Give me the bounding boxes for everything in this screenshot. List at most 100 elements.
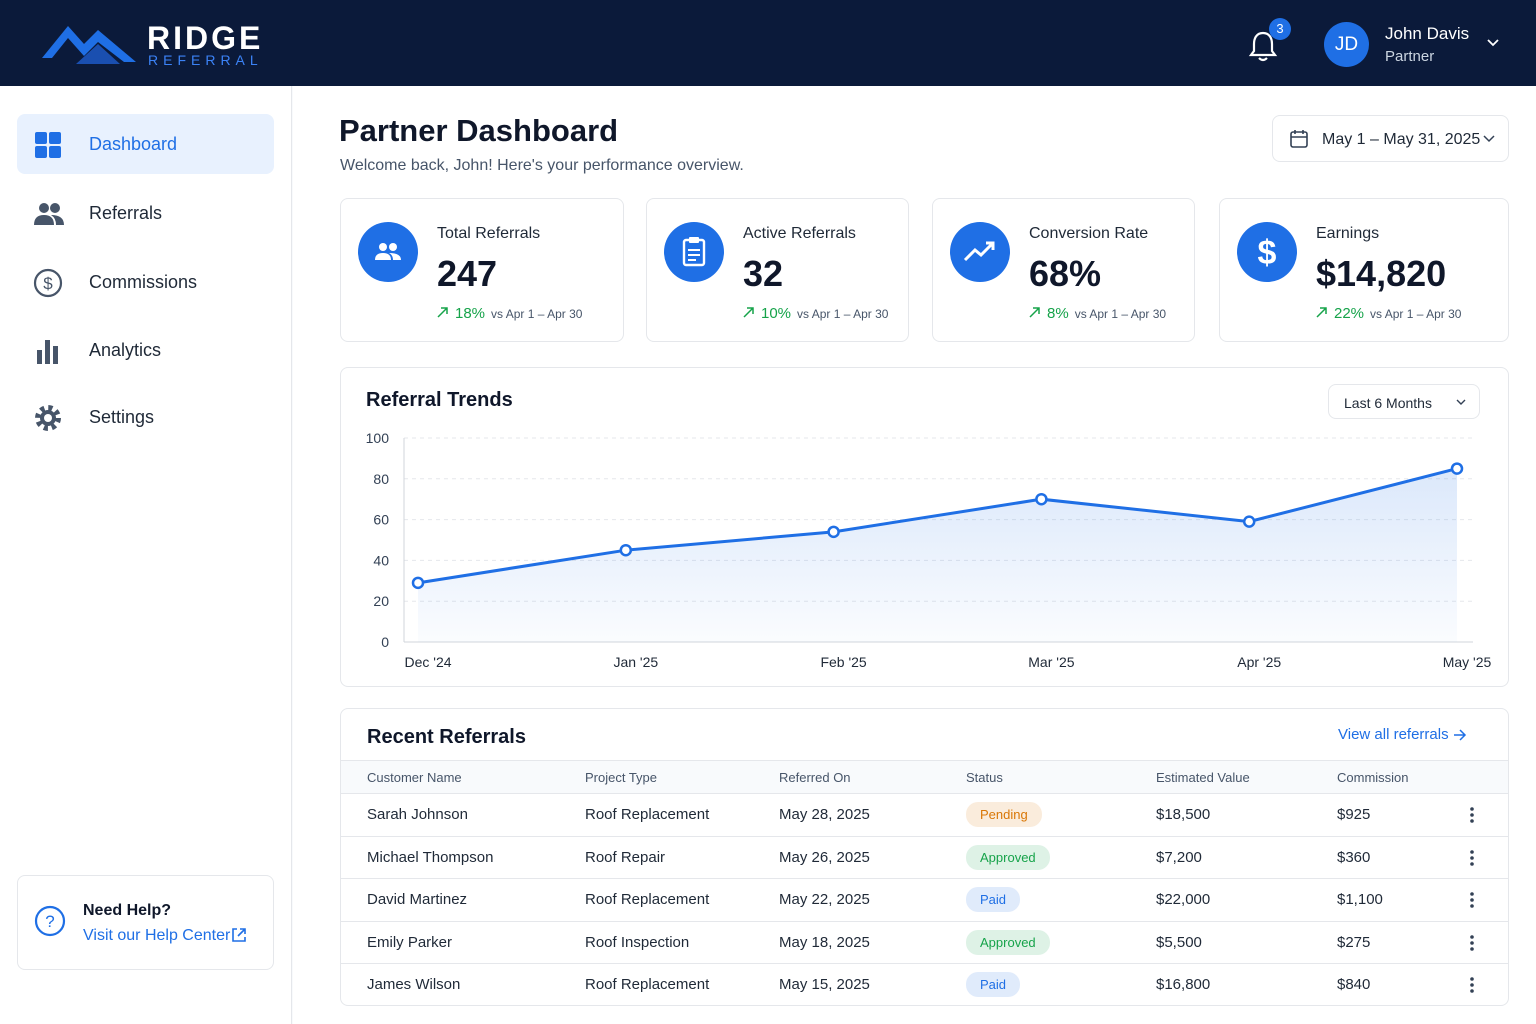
top-bar: RIDGE REFERRAL 3 JD John Davis Partner (0, 0, 1536, 86)
view-all-link[interactable]: View all referrals (1338, 726, 1449, 743)
kpi-change-value: 22% (1334, 305, 1365, 322)
kpi-label: Earnings (1316, 225, 1380, 242)
row-menu[interactable] (1466, 891, 1478, 914)
trend-arrow (1316, 307, 1327, 318)
y-tick-label: 60 (373, 512, 389, 528)
trend-arrow (1029, 307, 1040, 318)
kpi-glyph: $ (1258, 234, 1277, 272)
kpi-change-value: 18% (455, 305, 486, 322)
table-header (341, 760, 1508, 794)
data-point (1035, 492, 1048, 506)
table-cell: $275 (1337, 933, 1371, 951)
table-cell: $840 (1337, 976, 1371, 994)
area (418, 468, 1457, 642)
kpi-icon: $ (1237, 222, 1297, 282)
data-point (411, 576, 425, 590)
external-link-icon (232, 928, 246, 942)
nav-label: Referrals (89, 203, 163, 223)
kebab-icon (1470, 807, 1474, 823)
kpi-label: Total Referrals (437, 225, 541, 242)
avatar[interactable]: JD (1324, 22, 1369, 67)
help-title: Need Help? (83, 902, 172, 919)
x-tick-label: Jan '25 (613, 654, 658, 670)
row-menu[interactable] (1466, 806, 1478, 829)
table-cell: $7,200 (1156, 848, 1202, 866)
kebab-icon (1470, 934, 1474, 951)
kpi-comparison: vs Apr 1 – Apr 30 (1370, 307, 1462, 321)
svg-text:$: $ (1258, 234, 1277, 272)
line (417, 467, 1458, 585)
svg-text:$: $ (43, 274, 53, 293)
table-cell: Michael Thompson (367, 848, 494, 866)
nav-item[interactable]: $ Commissions (17, 252, 274, 312)
trend-arrow (437, 307, 448, 318)
date-range-picker[interactable]: May 1 – May 31, 2025 (1272, 115, 1509, 162)
status-pill: Approved (966, 929, 1050, 955)
kpi-change: 22% vs Apr 1 – Apr 30 (1316, 305, 1461, 322)
nav-label: Commissions (89, 272, 198, 292)
bell-icon[interactable] (1248, 30, 1278, 62)
nav-item[interactable]: Referrals (17, 183, 274, 243)
table-cell: $925 (1337, 806, 1371, 823)
period-filter[interactable]: Last 6 Months (1328, 384, 1480, 419)
row-menu[interactable] (1466, 976, 1478, 999)
row-menu[interactable] (1466, 849, 1478, 872)
kpi-comparison: vs Apr 1 – Apr 30 (491, 307, 583, 321)
kebab-icon (1470, 892, 1474, 908)
kpi-icon (950, 222, 1010, 282)
nav-label: Analytics (89, 340, 162, 360)
kpi-card: Total Referrals 247 18% vs Apr 1 – Apr 30 (340, 198, 624, 342)
table-cell: May 15, 2025 (779, 976, 870, 994)
nav-icon (37, 340, 58, 364)
row-divider (341, 920, 1508, 922)
help-link[interactable]: Visit our Help Center (83, 927, 231, 944)
data-point (1450, 462, 1464, 475)
nav-label: Dashboard (89, 134, 178, 154)
table-cell: May 26, 2025 (779, 848, 870, 866)
column-header: Project Type (585, 770, 658, 785)
help-icon: ? (34, 905, 66, 937)
data-point (1242, 515, 1256, 528)
user-name: John Davis (1385, 24, 1470, 43)
row-menu[interactable] (1466, 934, 1478, 957)
line-chart: 0 20 40 60 80 100 Dec '24 Jan '25 Feb '25 Mar '25… (366, 430, 1492, 670)
y-tick-label: 20 (373, 593, 389, 609)
kpi-glyph (375, 243, 401, 260)
nav-icon: $ (33, 268, 63, 298)
page-subtitle: Welcome back, John! Here's your performa… (340, 157, 744, 174)
kpi-card: Conversion Rate 68% 8% vs Apr 1 – Apr 30 (932, 198, 1195, 342)
period-label: Last 6 Months (1344, 395, 1432, 411)
logo-title: RIDGE (147, 20, 264, 56)
kpi-change-value: 8% (1047, 305, 1069, 322)
y-tick-label: 100 (366, 430, 390, 446)
kpi-glyph (963, 241, 995, 262)
column-header: Commission (1337, 770, 1409, 785)
column-header: Referred On (779, 770, 851, 785)
kpi-value: 247 (437, 253, 498, 294)
status-pill: Pending (966, 802, 1042, 827)
nav-item[interactable]: Analytics (17, 320, 274, 380)
nav-item[interactable]: Settings (17, 387, 274, 447)
table-cell: Roof Replacement (585, 806, 710, 823)
logo-subtitle: REFERRAL (148, 52, 263, 68)
nav-item[interactable]: Dashboard (17, 114, 274, 174)
svg-text:?: ? (45, 912, 54, 931)
x-tick-label: Feb '25 (820, 654, 866, 670)
logo-mark (42, 26, 136, 64)
x-tick-label: Apr '25 (1237, 654, 1281, 670)
kpi-change: 18% vs Apr 1 – Apr 30 (437, 305, 582, 322)
date-range: May 1 – May 31, 2025 (1322, 131, 1481, 148)
x-tick-label: Dec '24 (404, 654, 451, 670)
user-menu-caret[interactable] (1486, 38, 1500, 48)
table-cell: May 22, 2025 (779, 891, 870, 909)
column-header: Estimated Value (1156, 770, 1250, 785)
kpi-comparison: vs Apr 1 – Apr 30 (797, 307, 889, 321)
table-cell: $5,500 (1156, 933, 1202, 951)
table-cell: Roof Replacement (585, 976, 710, 994)
x-tick-label: May '25 (1443, 654, 1492, 670)
status-pill: Paid (966, 972, 1021, 998)
sidebar: Dashboard Referrals $ Commissions Analyt… (0, 86, 292, 1024)
kpi-label: Active Referrals (743, 225, 856, 242)
